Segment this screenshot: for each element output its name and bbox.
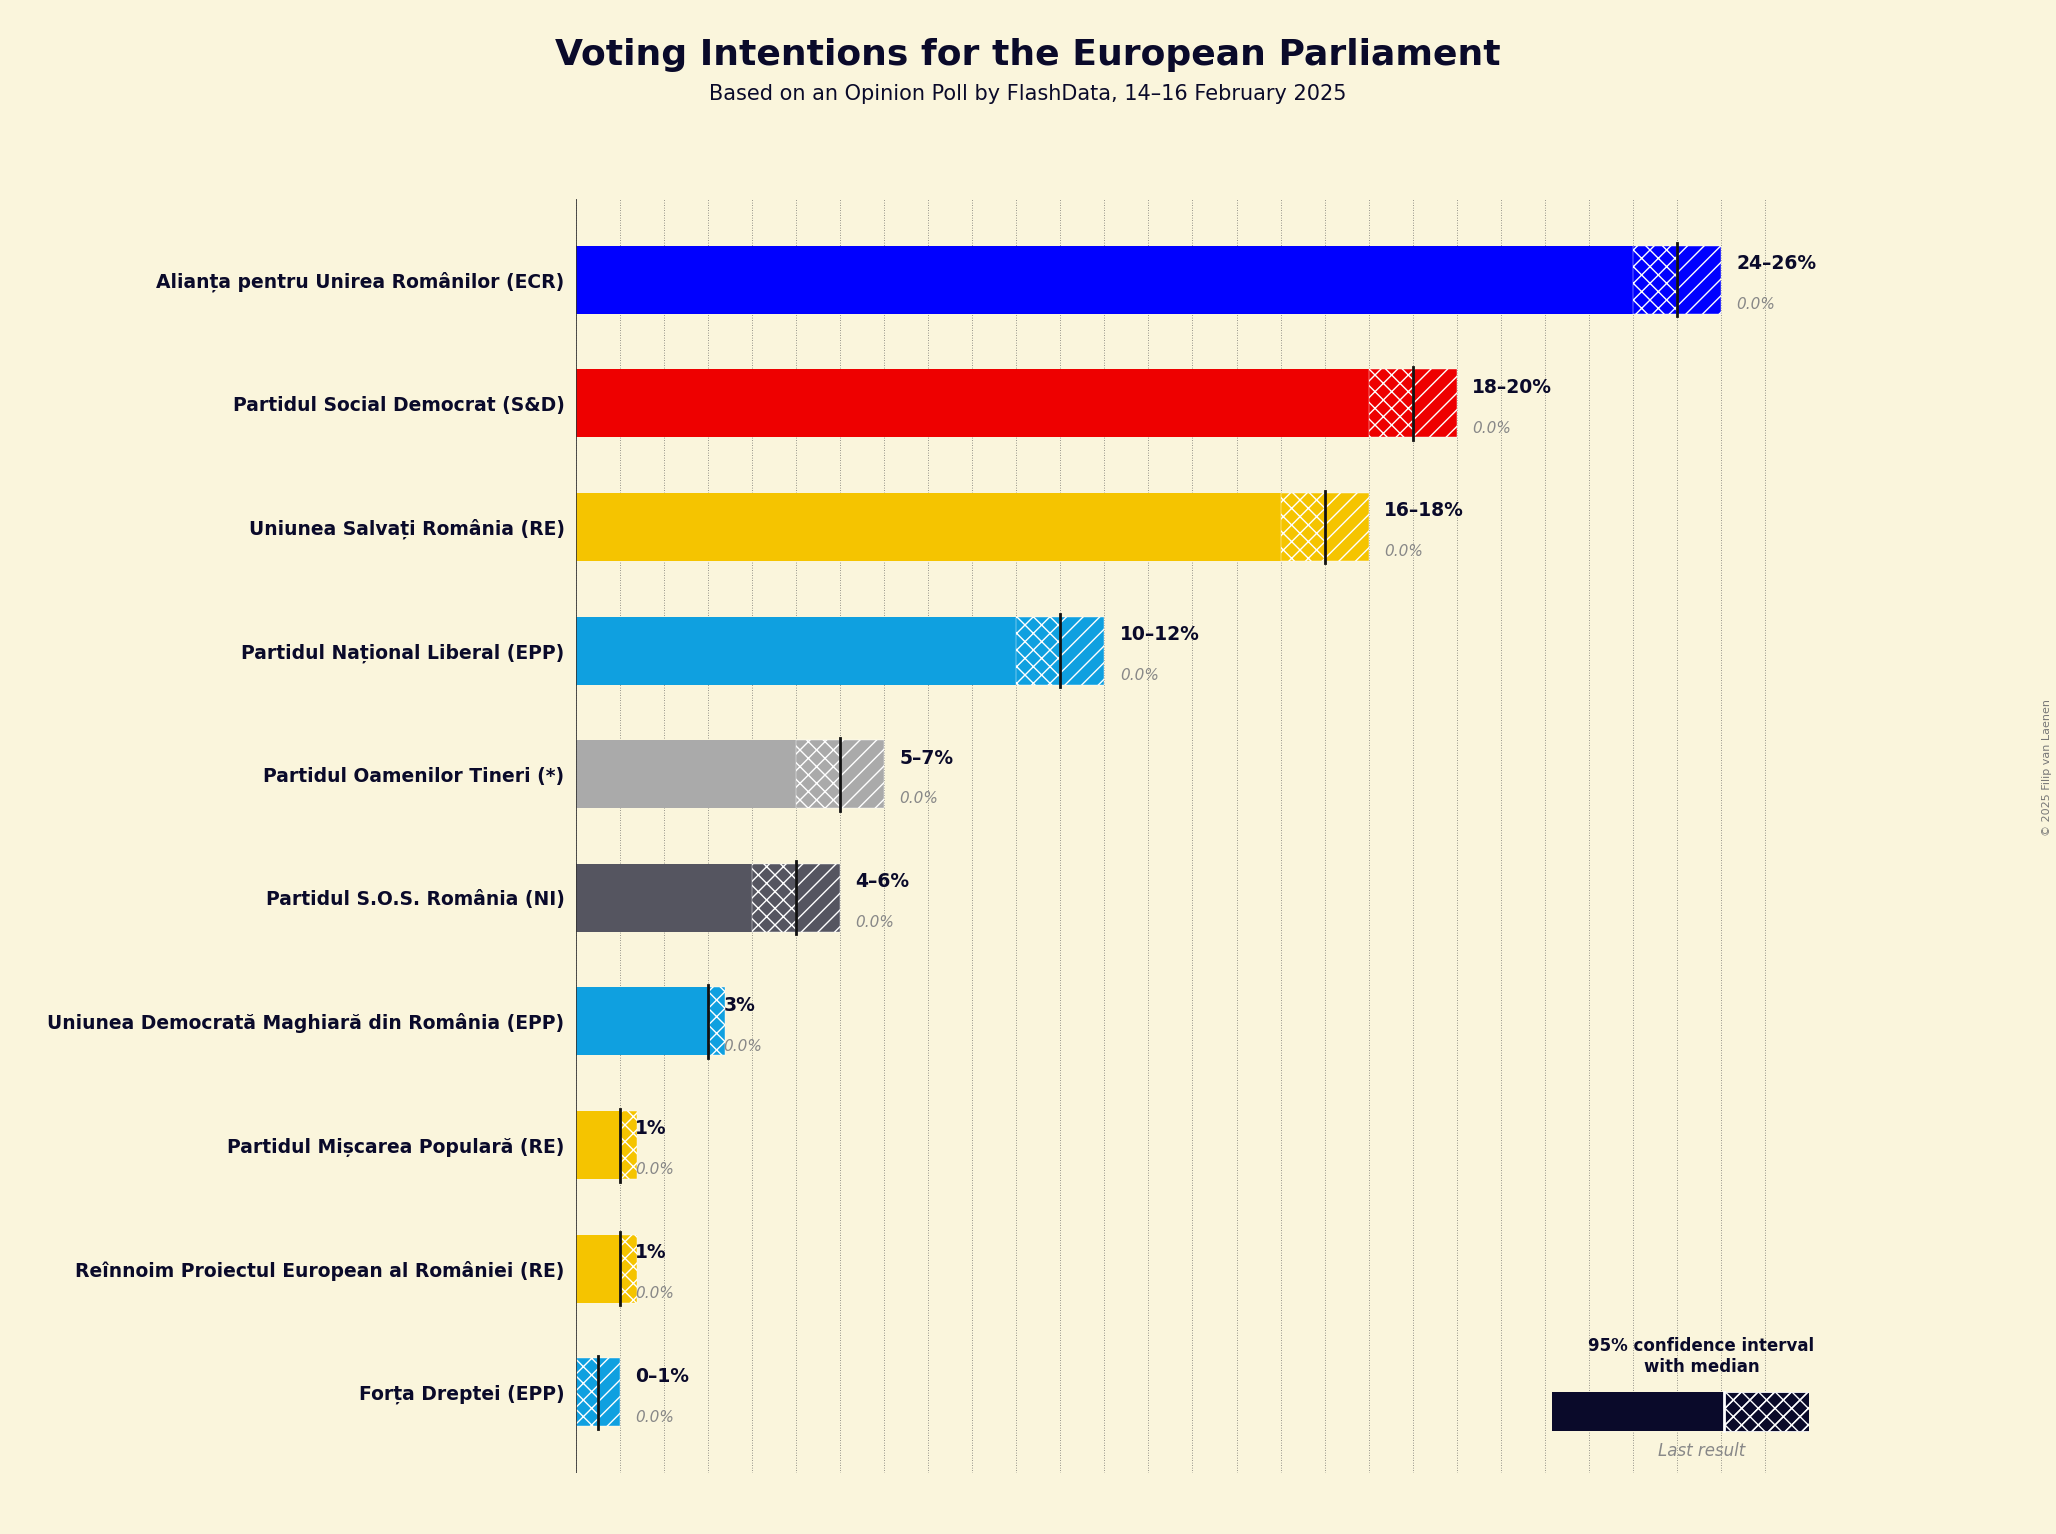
Bar bbox=[1632, 245, 1678, 314]
Text: Based on an Opinion Poll by FlashData, 14–16 February 2025: Based on an Opinion Poll by FlashData, 1… bbox=[709, 84, 1347, 104]
Bar bbox=[1723, 1391, 1809, 1431]
Text: 0.0%: 0.0% bbox=[1472, 420, 1511, 436]
Bar bbox=[707, 988, 726, 1055]
Text: 4–6%: 4–6% bbox=[855, 873, 909, 891]
Bar bbox=[1369, 370, 1412, 437]
Bar bbox=[576, 1111, 619, 1180]
Bar bbox=[619, 1111, 637, 1180]
Text: 95% confidence interval
with median: 95% confidence interval with median bbox=[1589, 1338, 1813, 1376]
Bar bbox=[796, 864, 841, 931]
Text: Voting Intentions for the European Parliament: Voting Intentions for the European Parli… bbox=[555, 38, 1501, 72]
Bar bbox=[576, 245, 1632, 314]
Bar bbox=[619, 1235, 637, 1302]
Text: 1%: 1% bbox=[635, 1120, 666, 1138]
Bar bbox=[1016, 617, 1061, 684]
Bar bbox=[576, 617, 1016, 684]
Bar bbox=[576, 864, 752, 931]
Text: 0.0%: 0.0% bbox=[901, 792, 938, 807]
Bar bbox=[1281, 492, 1324, 561]
Text: 0.0%: 0.0% bbox=[1384, 545, 1423, 560]
Text: 16–18%: 16–18% bbox=[1384, 502, 1464, 520]
Text: 10–12%: 10–12% bbox=[1121, 624, 1199, 644]
Bar bbox=[1723, 1391, 1809, 1431]
Text: 18–20%: 18–20% bbox=[1472, 377, 1552, 397]
Bar bbox=[576, 988, 707, 1055]
Text: 3%: 3% bbox=[724, 996, 755, 1016]
Bar bbox=[1678, 245, 1721, 314]
Text: Last result: Last result bbox=[1657, 1442, 1746, 1460]
Text: © 2025 Filip van Laenen: © 2025 Filip van Laenen bbox=[2042, 698, 2052, 836]
Bar bbox=[1324, 492, 1369, 561]
Text: 5–7%: 5–7% bbox=[901, 749, 954, 767]
Bar bbox=[841, 741, 884, 808]
Bar bbox=[1412, 370, 1458, 437]
Text: 0.0%: 0.0% bbox=[635, 1163, 674, 1177]
Text: 0.0%: 0.0% bbox=[635, 1410, 674, 1425]
Text: 0.0%: 0.0% bbox=[1121, 667, 1160, 683]
Bar bbox=[598, 1358, 619, 1427]
Text: 24–26%: 24–26% bbox=[1737, 255, 1818, 273]
Bar bbox=[796, 741, 841, 808]
Bar bbox=[576, 741, 796, 808]
Bar bbox=[1552, 1391, 1723, 1431]
Bar bbox=[752, 864, 796, 931]
Bar bbox=[1061, 617, 1104, 684]
Bar bbox=[576, 1235, 619, 1302]
Text: 0–1%: 0–1% bbox=[635, 1367, 689, 1385]
Text: 0.0%: 0.0% bbox=[724, 1039, 763, 1054]
Text: 0.0%: 0.0% bbox=[1737, 298, 1776, 311]
Bar bbox=[576, 492, 1281, 561]
Text: 0.0%: 0.0% bbox=[635, 1285, 674, 1301]
Text: 1%: 1% bbox=[635, 1243, 666, 1262]
Bar bbox=[576, 370, 1369, 437]
Bar bbox=[576, 1358, 598, 1427]
Text: 0.0%: 0.0% bbox=[855, 916, 894, 930]
